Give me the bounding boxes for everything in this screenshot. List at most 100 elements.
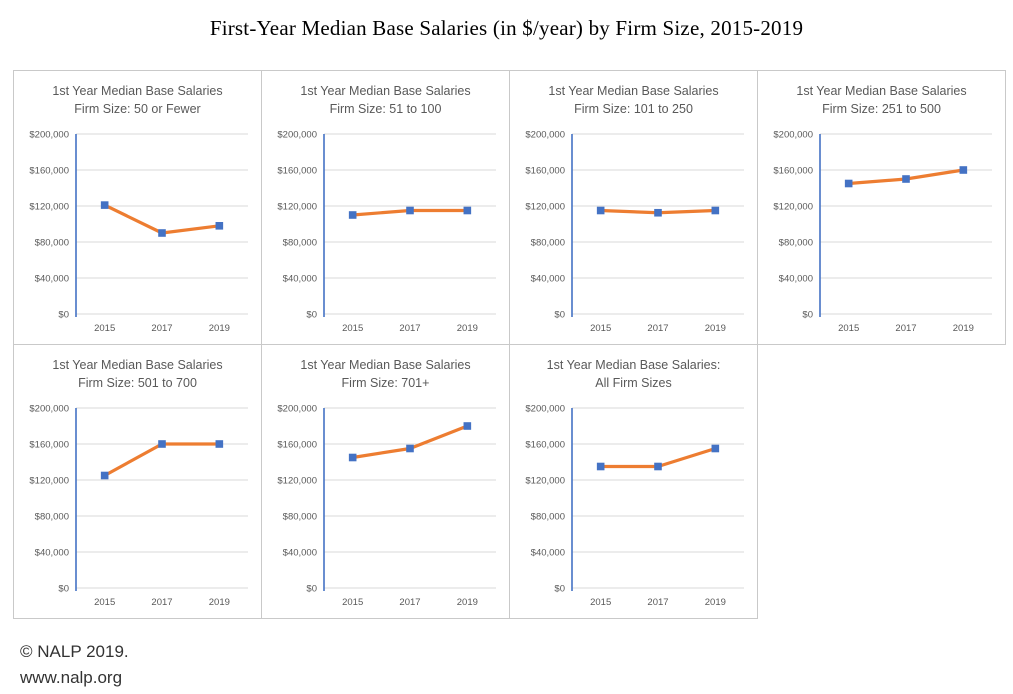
y-tick-label: $40,000 [531,548,565,559]
y-tick-label: $120,000 [277,202,317,213]
y-tick-label: $40,000 [283,274,317,285]
footer: © NALP 2019. www.nalp.org [20,639,129,691]
y-tick-label: $40,000 [531,274,565,285]
chart-panel-firm-50-or-fewer: 1st Year Median Base Salaries Firm Size: … [13,70,262,345]
data-point-marker [463,206,472,215]
x-tick-label: 2019 [705,323,726,334]
y-tick-label: $200,000 [525,130,565,141]
chart-panel-firm-251-to-500: 1st Year Median Base Salaries Firm Size: … [757,70,1006,345]
y-tick-label: $0 [554,310,565,321]
chart-title-line2: Firm Size: 51 to 100 [329,102,442,116]
y-tick-label: $120,000 [525,476,565,487]
x-tick-label: 2015 [342,323,363,334]
chart-title-line2: Firm Size: 501 to 700 [78,376,197,390]
salary-line [103,203,221,235]
y-tick-label: $200,000 [525,404,565,415]
data-point-marker [158,229,166,237]
data-point-marker [215,440,224,448]
chart-title: 1st Year Median Base Salaries: All Firm S… [510,356,757,392]
y-tick-label: $0 [306,584,317,595]
y-tick-label: $80,000 [283,512,317,523]
data-point-marker [844,179,853,188]
chart-title: 1st Year Median Base Salaries Firm Size: … [510,82,757,118]
x-tick-label: 2019 [705,597,726,608]
y-tick-label: $120,000 [29,202,69,213]
y-tick-label: $200,000 [29,130,69,141]
data-point-marker [654,462,662,471]
data-point-marker [596,462,605,471]
y-tick-label: $0 [58,584,69,595]
data-point-marker [463,422,472,430]
x-tick-label: 2017 [399,597,420,608]
y-tick-label: $40,000 [35,274,69,285]
chart-title: 1st Year Median Base Salaries Firm Size: … [14,82,261,118]
chart-plot: $200,000 $160,000 $120,000 $80,000 $40,000 $0… [773,130,992,334]
data-point-marker [959,166,968,174]
y-tick-label: $40,000 [283,548,317,559]
y-tick-label: $0 [554,584,565,595]
chart-title: 1st Year Median Base Salaries Firm Size: … [14,356,261,392]
data-point-marker [348,211,357,219]
y-tick-label: $160,000 [525,440,565,451]
chart-panel-firm-101-to-250: 1st Year Median Base Salaries Firm Size: … [509,70,758,345]
y-tick-label: $120,000 [525,202,565,213]
y-tick-label: $80,000 [531,512,565,523]
chart-title: 1st Year Median Base Salaries Firm Size: … [262,356,509,392]
y-tick-label: $0 [306,310,317,321]
y-tick-label: $160,000 [773,166,813,177]
chart-title: 1st Year Median Base Salaries Firm Size: … [758,82,1005,118]
x-tick-label: 2019 [457,597,478,608]
y-tick-label: $160,000 [29,440,69,451]
chart-title-line1: 1st Year Median Base Salaries [796,84,967,98]
data-point-marker [100,471,109,480]
x-tick-label: 2015 [590,323,611,334]
chart-panel-firm-501-to-700: 1st Year Median Base Salaries Firm Size: … [13,344,262,619]
data-point-marker [406,206,414,215]
x-tick-label: 2015 [838,323,859,334]
page-title: First-Year Median Base Salaries (in $/ye… [209,16,804,40]
chart-title: 1st Year Median Base Salaries Firm Size: … [262,82,509,118]
y-tick-label: $80,000 [531,238,565,249]
data-point-marker [215,222,224,230]
footer-copyright: © NALP 2019. [20,642,129,661]
chart-plot: $200,000 $160,000 $120,000 $80,000 $40,000 $0… [277,130,496,334]
y-tick-label: $80,000 [35,512,69,523]
data-point-marker [902,175,910,183]
x-tick-label: 2017 [647,323,668,334]
x-tick-label: 2017 [399,323,420,334]
y-tick-label: $120,000 [773,202,813,213]
data-point-marker [348,453,357,462]
chart-title-line1: 1st Year Median Base Salaries [52,84,223,98]
x-tick-label: 2017 [151,597,172,608]
chart-panel-firm-701-plus: 1st Year Median Base Salaries Firm Size: … [261,344,510,619]
y-tick-label: $200,000 [773,130,813,141]
y-tick-label: $80,000 [35,238,69,249]
data-point-marker [654,208,662,217]
y-tick-label: $160,000 [29,166,69,177]
y-tick-label: $160,000 [277,166,317,177]
chart-plot: $200,000 $160,000 $120,000 $80,000 $40,000 $0… [277,404,496,608]
y-tick-label: $40,000 [779,274,813,285]
data-point-marker [100,201,109,209]
x-tick-label: 2015 [94,597,115,608]
data-point-marker [596,206,605,215]
chart-title-line2: Firm Size: 101 to 250 [574,102,693,116]
chart-title-line1: 1st Year Median Base Salaries [548,84,719,98]
salary-line [351,424,469,460]
x-tick-label: 2019 [953,323,974,334]
y-tick-label: $200,000 [277,130,317,141]
x-tick-label: 2017 [151,323,172,334]
y-tick-label: $80,000 [283,238,317,249]
x-tick-label: 2019 [457,323,478,334]
y-tick-label: $0 [802,310,813,321]
chart-title-line1: 1st Year Median Base Salaries [300,84,471,98]
data-point-marker [711,206,720,215]
chart-title-line1: 1st Year Median Base Salaries [300,358,471,372]
y-tick-label: $80,000 [779,238,813,249]
y-tick-label: $160,000 [525,166,565,177]
chart-panel-all-firm-sizes: 1st Year Median Base Salaries: All Firm S… [509,344,758,619]
footer-url: www.nalp.org [20,668,123,687]
x-tick-label: 2015 [94,323,115,334]
y-tick-label: $40,000 [35,548,69,559]
x-tick-label: 2015 [342,597,363,608]
